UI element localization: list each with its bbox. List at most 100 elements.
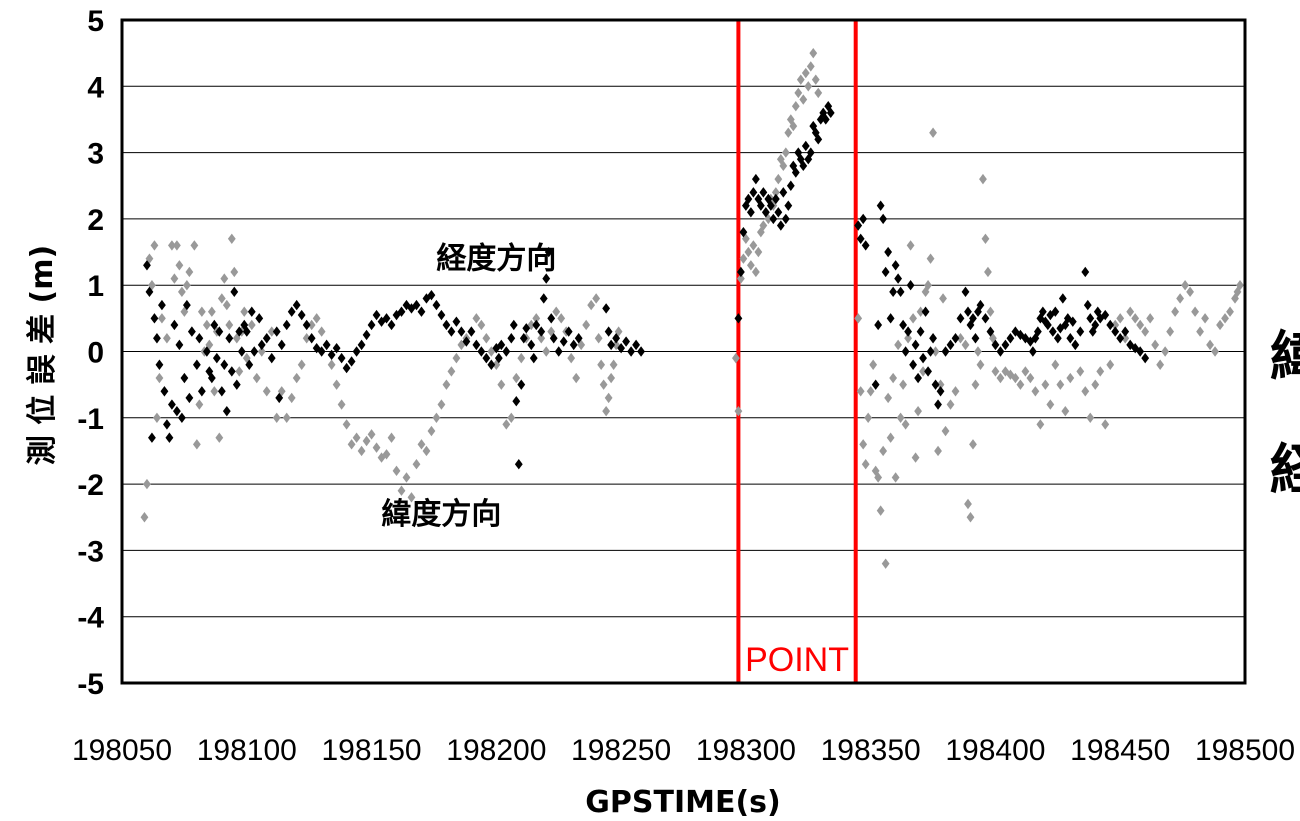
data-point	[896, 286, 905, 298]
data-point	[971, 379, 980, 390]
data-point	[1026, 372, 1035, 384]
data-point	[205, 339, 214, 351]
data-point	[362, 329, 371, 341]
data-point	[746, 207, 755, 218]
data-point	[594, 333, 603, 344]
data-point	[182, 280, 191, 291]
data-point	[397, 485, 406, 496]
data-point	[1186, 286, 1194, 298]
data-point	[1068, 316, 1077, 327]
data-point	[165, 432, 174, 443]
data-point	[1096, 366, 1105, 377]
data-point	[232, 379, 241, 390]
x-tick-label: 198500	[1195, 734, 1295, 767]
data-point	[991, 366, 1000, 377]
data-point	[874, 472, 883, 483]
data-point	[277, 339, 286, 351]
data-point	[297, 359, 306, 370]
data-point	[225, 319, 234, 331]
data-point	[210, 386, 219, 397]
data-point	[554, 346, 563, 357]
data-point	[771, 193, 780, 205]
data-point	[981, 233, 990, 244]
y-tick-labels: 5 4 3 2 1 0 -1 -2 -3 -4 -5	[77, 5, 104, 701]
y-tick-label: 2	[87, 204, 104, 237]
data-point	[1101, 419, 1110, 430]
data-point	[929, 127, 937, 138]
data-point	[1211, 346, 1219, 357]
data-point	[781, 147, 790, 158]
data-point	[776, 220, 785, 231]
data-point	[889, 372, 898, 384]
data-point	[866, 386, 875, 397]
data-point	[1201, 313, 1209, 324]
data-point	[519, 333, 528, 344]
data-point	[237, 346, 246, 357]
data-point	[559, 336, 568, 347]
data-point	[854, 313, 863, 324]
x-tick-label: 198400	[945, 734, 1045, 767]
data-point	[984, 266, 992, 278]
data-point	[766, 200, 775, 211]
data-point	[627, 346, 635, 357]
data-point	[779, 187, 788, 198]
data-point	[736, 266, 745, 278]
data-point	[1136, 319, 1145, 331]
data-point	[1076, 366, 1085, 377]
data-point	[969, 313, 977, 324]
data-point	[874, 319, 883, 331]
data-point	[1176, 293, 1185, 304]
data-point	[784, 127, 793, 138]
data-point	[587, 299, 596, 311]
data-point	[387, 432, 396, 443]
data-point	[1076, 326, 1085, 337]
data-point	[195, 399, 204, 410]
data-point	[791, 100, 800, 112]
data-point	[262, 333, 271, 344]
data-point	[145, 286, 154, 298]
data-point	[979, 173, 987, 185]
data-point	[155, 359, 164, 370]
y-tick-label: 1	[87, 270, 104, 303]
data-point	[567, 352, 576, 364]
data-point	[143, 478, 151, 490]
data-point	[180, 306, 189, 317]
region-label: POINT	[745, 641, 849, 679]
data-point	[407, 303, 416, 314]
data-point	[1146, 313, 1155, 324]
data-point	[342, 362, 351, 374]
data-point	[307, 319, 316, 331]
data-point	[964, 498, 972, 510]
data-point	[926, 253, 935, 264]
data-point	[1121, 326, 1130, 337]
data-point	[235, 326, 244, 337]
data-point	[774, 207, 783, 218]
data-point	[1181, 280, 1190, 291]
data-point	[1061, 405, 1070, 417]
x-tick-labels: 198050 198100 198150 198200 198250 198300 1983…	[72, 734, 1295, 767]
data-point	[936, 386, 945, 397]
data-point	[175, 260, 184, 271]
data-point	[899, 379, 908, 390]
data-point	[1021, 366, 1030, 377]
data-point	[884, 246, 893, 258]
data-point	[432, 412, 441, 423]
data-point	[951, 333, 960, 344]
data-point	[911, 339, 920, 351]
data-point	[814, 87, 823, 99]
data-point	[1101, 309, 1110, 321]
data-point	[869, 359, 878, 370]
data-point	[1071, 339, 1080, 351]
data-point	[1126, 306, 1135, 317]
data-point	[317, 346, 326, 357]
data-point	[1161, 346, 1170, 357]
data-point	[372, 442, 381, 453]
data-point	[547, 313, 556, 324]
data-point	[1191, 306, 1199, 317]
x-tick-label: 198150	[322, 734, 422, 767]
data-point	[801, 67, 810, 79]
data-point	[749, 187, 758, 198]
data-point	[417, 439, 426, 450]
data-point	[537, 326, 546, 337]
data-point	[1043, 319, 1052, 331]
